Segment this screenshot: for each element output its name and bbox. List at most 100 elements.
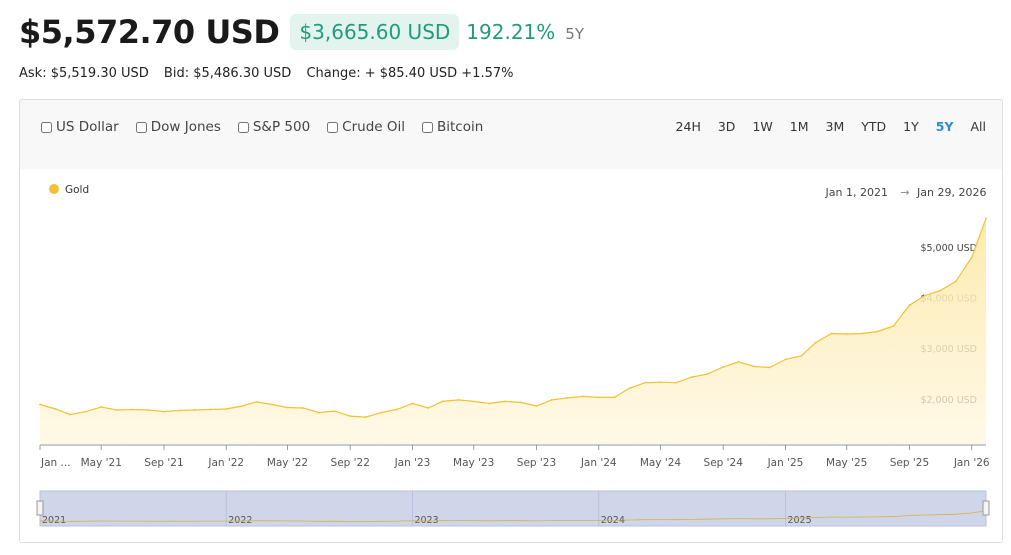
gold-data-point-13[interactable]	[241, 405, 244, 407]
chart-area: Gold Jan 1, 2021 → Jan 29, 2026 $2,000 U…	[20, 169, 1002, 542]
gold-data-point-55[interactable]	[892, 325, 895, 327]
gold-data-point-28[interactable]	[472, 400, 475, 403]
gold-data-point-11[interactable]	[209, 408, 212, 411]
compare-sp500[interactable]: S&P 500	[237, 119, 310, 135]
gold-price-line	[39, 218, 987, 418]
range-1m[interactable]: 1M	[789, 119, 809, 134]
gold-data-point-2[interactable]	[69, 413, 71, 416]
gold-data-point-23[interactable]	[395, 408, 398, 411]
navigator-handle-left[interactable]	[36, 500, 44, 516]
gold-data-point-18[interactable]	[317, 411, 320, 414]
change-amount-badge: $3,665.60 USD	[290, 14, 460, 50]
gold-data-point-7[interactable]	[147, 409, 150, 411]
gold-data-point-26[interactable]	[441, 400, 444, 403]
gold-data-point-3[interactable]	[85, 410, 87, 413]
gold-data-point-0[interactable]	[39, 403, 41, 406]
legend-gold-marker	[49, 184, 59, 194]
gold-data-point-34[interactable]	[566, 397, 569, 399]
compare-crude-oil-checkbox[interactable]	[327, 121, 339, 133]
gold-data-point-19[interactable]	[333, 410, 336, 412]
gold-data-point-51[interactable]	[830, 332, 833, 335]
gold-data-point-12[interactable]	[225, 408, 228, 410]
compare-us-dollar[interactable]: US Dollar	[41, 119, 119, 135]
navigator-handle-right[interactable]	[982, 500, 990, 516]
compare-dow-jones-checkbox[interactable]	[135, 121, 147, 133]
gold-data-point-43[interactable]	[706, 373, 709, 375]
gold-data-point-40[interactable]	[659, 381, 662, 384]
gold-data-point-49[interactable]	[800, 354, 803, 357]
gold-data-point-30[interactable]	[503, 400, 506, 403]
gold-data-point-31[interactable]	[519, 401, 522, 404]
gold-data-point-8[interactable]	[163, 410, 165, 413]
gold-data-point-61[interactable]	[985, 217, 987, 220]
gold-data-point-4[interactable]	[100, 406, 103, 408]
gold-data-point-39[interactable]	[644, 381, 647, 384]
gold-data-point-56[interactable]	[908, 304, 911, 307]
gold-data-point-14[interactable]	[255, 401, 258, 403]
gold-data-point-48[interactable]	[784, 358, 787, 361]
x-tick-label-0: Jan ...	[40, 457, 71, 469]
gold-data-point-35[interactable]	[582, 395, 584, 398]
gold-data-point-22[interactable]	[380, 411, 383, 414]
gold-data-point-53[interactable]	[861, 332, 864, 335]
gold-data-point-42[interactable]	[690, 376, 693, 378]
range-1w[interactable]: 1W	[752, 119, 773, 134]
gold-data-point-47[interactable]	[768, 366, 771, 369]
range-3m[interactable]: 3M	[825, 119, 845, 134]
compare-us-dollar-checkbox[interactable]	[41, 121, 52, 133]
gold-data-point-9[interactable]	[178, 409, 181, 412]
gold-data-point-50[interactable]	[814, 341, 817, 344]
bid-price: Bid: $5,486.30 USD	[163, 66, 292, 81]
date-range-to[interactable]: Jan 29, 2026	[916, 186, 986, 199]
x-tick-label-5: Sep '22	[331, 457, 370, 469]
navigator[interactable]: 2021 2022 2023 2024 2025	[36, 490, 990, 527]
gold-data-point-32[interactable]	[535, 405, 538, 407]
gold-data-point-29[interactable]	[488, 402, 491, 405]
date-range-from[interactable]: Jan 1, 2021	[825, 186, 888, 199]
gold-data-point-1[interactable]	[54, 408, 57, 410]
gold-data-point-20[interactable]	[349, 415, 352, 417]
gold-data-point-16[interactable]	[286, 406, 289, 409]
gold-data-point-57[interactable]	[923, 294, 926, 297]
navigator-year-label-1: 2022	[228, 515, 252, 526]
gold-data-point-59[interactable]	[955, 280, 957, 283]
range-1y[interactable]: 1Y	[903, 119, 919, 134]
gold-data-point-6[interactable]	[131, 408, 134, 411]
gold-data-point-54[interactable]	[876, 330, 879, 333]
x-tick-label-8: Sep '23	[517, 457, 556, 469]
gold-data-point-41[interactable]	[675, 381, 678, 384]
gold-data-point-44[interactable]	[722, 366, 725, 368]
gold-data-point-33[interactable]	[550, 399, 553, 401]
compare-sp500-checkbox[interactable]	[237, 121, 249, 133]
gold-data-point-45[interactable]	[737, 361, 740, 363]
range-24h[interactable]: 24H	[675, 119, 701, 134]
chart-toolbar: US Dollar Dow Jones S&P 500 Crude Oil Bi…	[20, 100, 1002, 168]
gold-data-point-5[interactable]	[116, 409, 118, 411]
range-5y[interactable]: 5Y	[935, 119, 954, 134]
range-selector: 24H 3D 1W 1M 3M YTD 1Y 5Y All	[659, 119, 986, 134]
gold-data-point-27[interactable]	[457, 399, 460, 401]
gold-data-point-25[interactable]	[427, 407, 430, 409]
compare-dow-jones[interactable]: Dow Jones	[135, 119, 221, 135]
gold-data-point-46[interactable]	[753, 365, 756, 368]
gold-data-point-52[interactable]	[845, 333, 848, 335]
gold-data-point-21[interactable]	[364, 416, 367, 418]
gold-data-point-37[interactable]	[613, 396, 616, 399]
gold-data-point-10[interactable]	[194, 409, 197, 411]
compare-bitcoin-checkbox[interactable]	[421, 121, 433, 133]
gold-data-point-58[interactable]	[939, 289, 942, 292]
compare-us-dollar-label: US Dollar	[56, 119, 119, 135]
compare-crude-oil[interactable]: Crude Oil	[327, 119, 405, 135]
gold-data-point-36[interactable]	[597, 396, 600, 399]
gold-data-point-17[interactable]	[302, 407, 305, 409]
legend-gold-label[interactable]: Gold	[65, 184, 89, 196]
gold-data-point-15[interactable]	[271, 403, 274, 406]
compare-bitcoin[interactable]: Bitcoin	[421, 119, 483, 135]
gold-data-point-60[interactable]	[970, 256, 973, 259]
range-ytd[interactable]: YTD	[861, 119, 887, 134]
gold-data-point-24[interactable]	[411, 402, 414, 405]
gold-data-point-38[interactable]	[628, 387, 631, 390]
range-3d[interactable]: 3D	[717, 119, 736, 134]
navigator-window[interactable]	[39, 490, 987, 527]
range-all[interactable]: All	[970, 119, 987, 134]
